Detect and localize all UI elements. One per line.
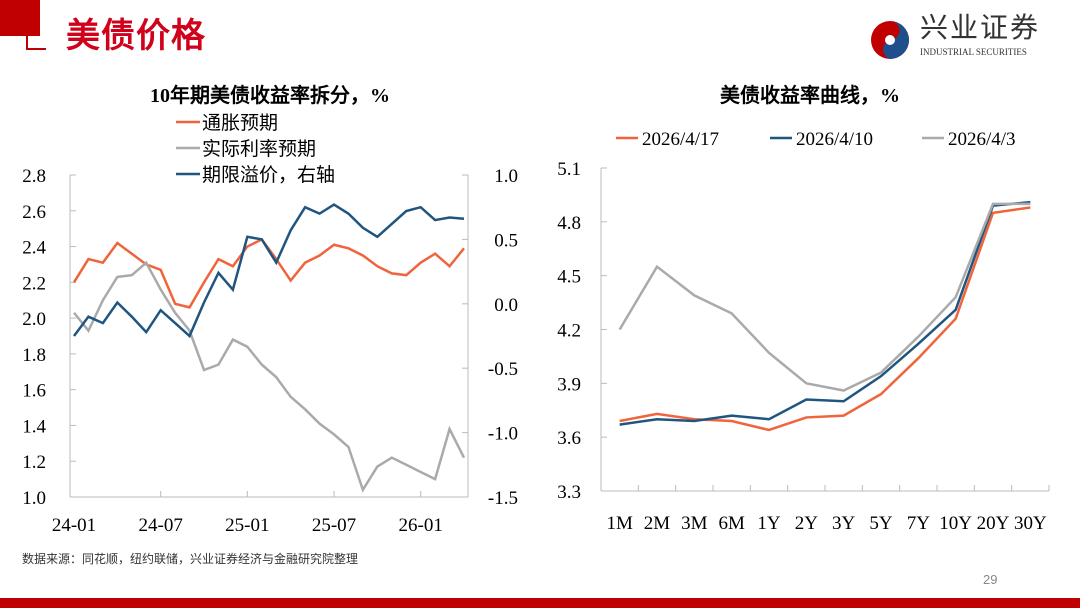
x-tick-label: 10Y xyxy=(939,513,972,534)
x-tick-label: 1M xyxy=(606,513,633,534)
x-tick-label: 26-01 xyxy=(399,515,443,536)
y-tick-label: 3.6 xyxy=(557,428,581,449)
legend-label: 2026/4/3 xyxy=(948,129,1016,150)
x-tick-label: 1Y xyxy=(757,513,781,534)
left-chart: 2.8 2.6 2.4 2.2 2.0 1.8 1.6 1.4 1.2 1.0 1.0 0.5 0.0 -… xyxy=(22,112,518,536)
x-tick-label: 3M xyxy=(681,513,708,534)
logo-subtext: INDUSTRIAL SECURITIES xyxy=(920,47,1027,57)
x-tick-label: 25-01 xyxy=(225,515,269,536)
x-tick-label: 3Y xyxy=(832,513,856,534)
y-tick-label: 1.2 xyxy=(22,452,46,473)
x-tick-label: 25-07 xyxy=(312,515,356,536)
y-tick-label: 5.1 xyxy=(557,159,581,180)
legend-label: 2026/4/10 xyxy=(796,129,873,150)
page-title: 美债价格 xyxy=(66,16,206,56)
x-tick-label: 5Y xyxy=(869,513,893,534)
y-tick-label: 3.3 xyxy=(557,482,581,503)
right-chart: 5.1 4.8 4.5 4.2 3.9 3.6 3.3 1M 2M 3M 6M 1Y 2Y 3Y 5Y 7Y 1… xyxy=(557,129,1050,534)
legend-label: 2026/4/17 xyxy=(642,129,719,150)
data-source-note: 数据来源：同花顺，纽约联储，兴业证券经济与金融研究院整理 xyxy=(22,552,359,566)
x-tick-label: 24-07 xyxy=(139,515,183,536)
y-tick-label: 4.2 xyxy=(557,321,581,342)
x-tick-label: 6M xyxy=(718,513,745,534)
y2-tick-label: 0.5 xyxy=(494,230,518,251)
y2-tick-label: 0.0 xyxy=(494,295,518,316)
y-tick-label: 1.8 xyxy=(22,345,46,366)
x-tick-label: 30Y xyxy=(1014,513,1047,534)
footer-bar xyxy=(0,598,1080,608)
y-tick-label: 2.0 xyxy=(22,309,46,330)
y-tick-label: 3.9 xyxy=(557,374,581,395)
company-logo-icon xyxy=(871,21,909,59)
legend-label: 通胀预期 xyxy=(202,112,278,134)
legend-label: 期限溢价，右轴 xyxy=(202,164,335,186)
y2-tick-label: -1.5 xyxy=(488,488,518,509)
series-line-2 xyxy=(618,202,1031,392)
x-tick-label: 20Y xyxy=(977,513,1010,534)
left-chart-title: 10年期美债收益率拆分，% xyxy=(150,83,390,107)
y-tick-label: 4.5 xyxy=(557,267,581,288)
x-tick-label: 2M xyxy=(644,513,671,534)
y-tick-label: 2.8 xyxy=(22,166,46,187)
y-tick-label: 2.4 xyxy=(22,238,46,259)
y-tick-label: 2.6 xyxy=(22,202,46,223)
page-number: 29 xyxy=(983,572,998,587)
y-tick-label: 2.2 xyxy=(22,273,46,294)
y-tick-label: 1.0 xyxy=(22,488,46,509)
x-tick-label: 24-01 xyxy=(52,515,96,536)
charts-area: 10年期美债收益率拆分，% 美债收益率曲线，% 2.8 2.6 2.4 2.2 2.0 1… xyxy=(22,83,1050,536)
series-line-1 xyxy=(73,260,466,493)
x-tick-label: 7Y xyxy=(907,513,931,534)
title-accent-bracket xyxy=(26,30,46,50)
series-line-2 xyxy=(72,203,465,339)
y2-tick-label: -0.5 xyxy=(488,359,518,380)
y2-tick-label: -1.0 xyxy=(488,424,518,445)
right-chart-title: 美债收益率曲线，% xyxy=(720,83,900,107)
y-tick-label: 4.8 xyxy=(557,213,581,234)
y-tick-label: 1.6 xyxy=(22,381,46,402)
series-line-0 xyxy=(619,206,1031,432)
logo-text: 兴业证券 xyxy=(920,11,1041,44)
y-tick-label: 1.4 xyxy=(22,416,46,437)
x-tick-label: 2Y xyxy=(795,513,819,534)
y2-tick-label: 1.0 xyxy=(494,166,518,187)
series-line-1 xyxy=(619,200,1031,426)
title-accent-block xyxy=(0,0,40,36)
legend-label: 实际利率预期 xyxy=(202,138,316,160)
